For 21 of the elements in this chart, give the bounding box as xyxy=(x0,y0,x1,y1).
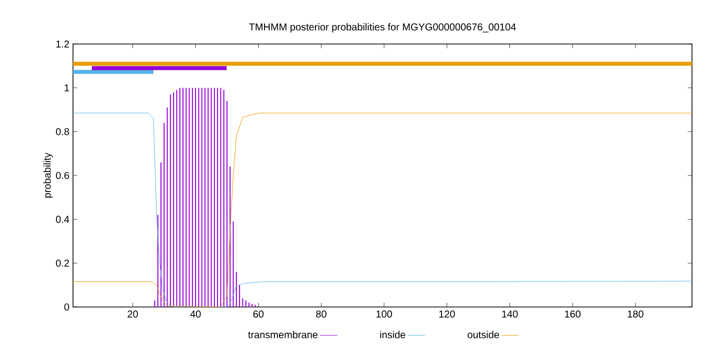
legend-label: transmembrane xyxy=(248,330,318,338)
x-tick-label: 60 xyxy=(253,310,264,318)
x-tick-label: 40 xyxy=(190,310,201,318)
y-tick-label: 1 xyxy=(64,84,69,92)
x-tick-label: 160 xyxy=(565,310,581,318)
x-tick-label: 20 xyxy=(128,310,138,318)
x-tick-label: 140 xyxy=(502,310,518,318)
y-tick-label: 0 xyxy=(64,303,70,311)
y-tick-label: 0.4 xyxy=(56,216,70,223)
legend-label: inside xyxy=(380,330,406,338)
legend-label: outside xyxy=(468,330,500,338)
y-tick-label: 0.8 xyxy=(56,128,70,136)
y-tick-label: 0.2 xyxy=(56,260,69,267)
x-tick-label: 180 xyxy=(628,310,644,318)
y-tick-label: 0.6 xyxy=(56,172,70,180)
x-tick-label: 100 xyxy=(376,310,392,318)
y-tick-label: 1.2 xyxy=(56,40,69,48)
x-tick-label: 80 xyxy=(316,310,326,318)
chart-title: TMHMM posterior probabilities for MGYG000000676_00104 xyxy=(249,23,516,32)
x-tick-label: 120 xyxy=(439,310,455,318)
y-axis-title: probability xyxy=(43,152,53,198)
